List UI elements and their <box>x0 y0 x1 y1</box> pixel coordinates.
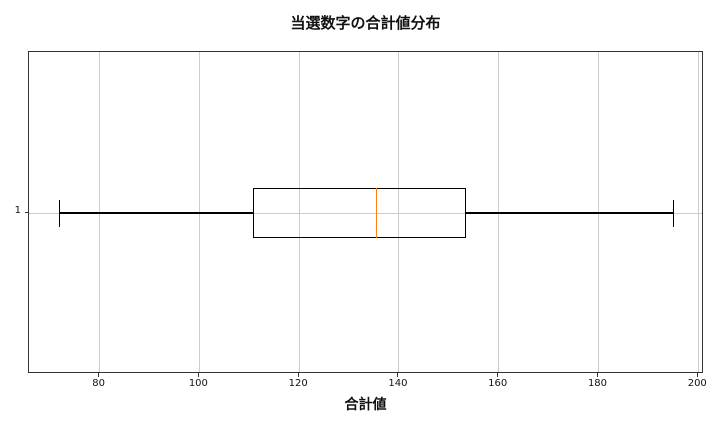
whisker-cap-max <box>672 199 674 227</box>
x-tick-mark <box>397 373 399 377</box>
x-tick-mark <box>596 373 598 377</box>
x-tick-label: 160 <box>488 378 508 389</box>
x-axis-label: 合計値 <box>344 397 387 413</box>
y-axis: 1 <box>0 51 28 373</box>
whisker-right-line <box>466 212 674 214</box>
chart-title: 当選数字の合計値分布 <box>290 14 441 32</box>
grid-line-x <box>697 52 699 372</box>
x-axis: 80 100 120 140 160 180 200 <box>28 373 707 395</box>
x-tick-label: 180 <box>587 378 608 389</box>
x-tick-mark <box>497 373 499 377</box>
x-tick-label: 100 <box>188 378 208 389</box>
y-tick-mark <box>24 211 28 213</box>
x-tick-mark <box>98 373 100 377</box>
x-tick-mark <box>197 373 199 377</box>
whisker-cap-min <box>59 199 61 227</box>
median-line <box>375 188 378 238</box>
box-iqr <box>253 188 467 238</box>
x-tick-mark <box>696 373 698 377</box>
x-tick-label: 120 <box>288 378 308 389</box>
grid-line-x <box>99 52 101 372</box>
grid-line-x <box>298 52 300 372</box>
x-tick-label: 140 <box>388 378 408 389</box>
grid-line-y <box>29 212 702 214</box>
x-tick-mark <box>297 373 299 377</box>
whisker-left-line <box>59 212 253 214</box>
grid-line-x <box>597 52 599 372</box>
grid-line-x <box>198 52 200 372</box>
x-tick-label: 200 <box>687 378 707 389</box>
plot-area <box>28 51 703 373</box>
y-tick-label: 1 <box>14 205 21 216</box>
x-tick-label: 80 <box>92 378 105 389</box>
grid-line-x <box>398 52 400 372</box>
grid-line-x <box>498 52 500 372</box>
